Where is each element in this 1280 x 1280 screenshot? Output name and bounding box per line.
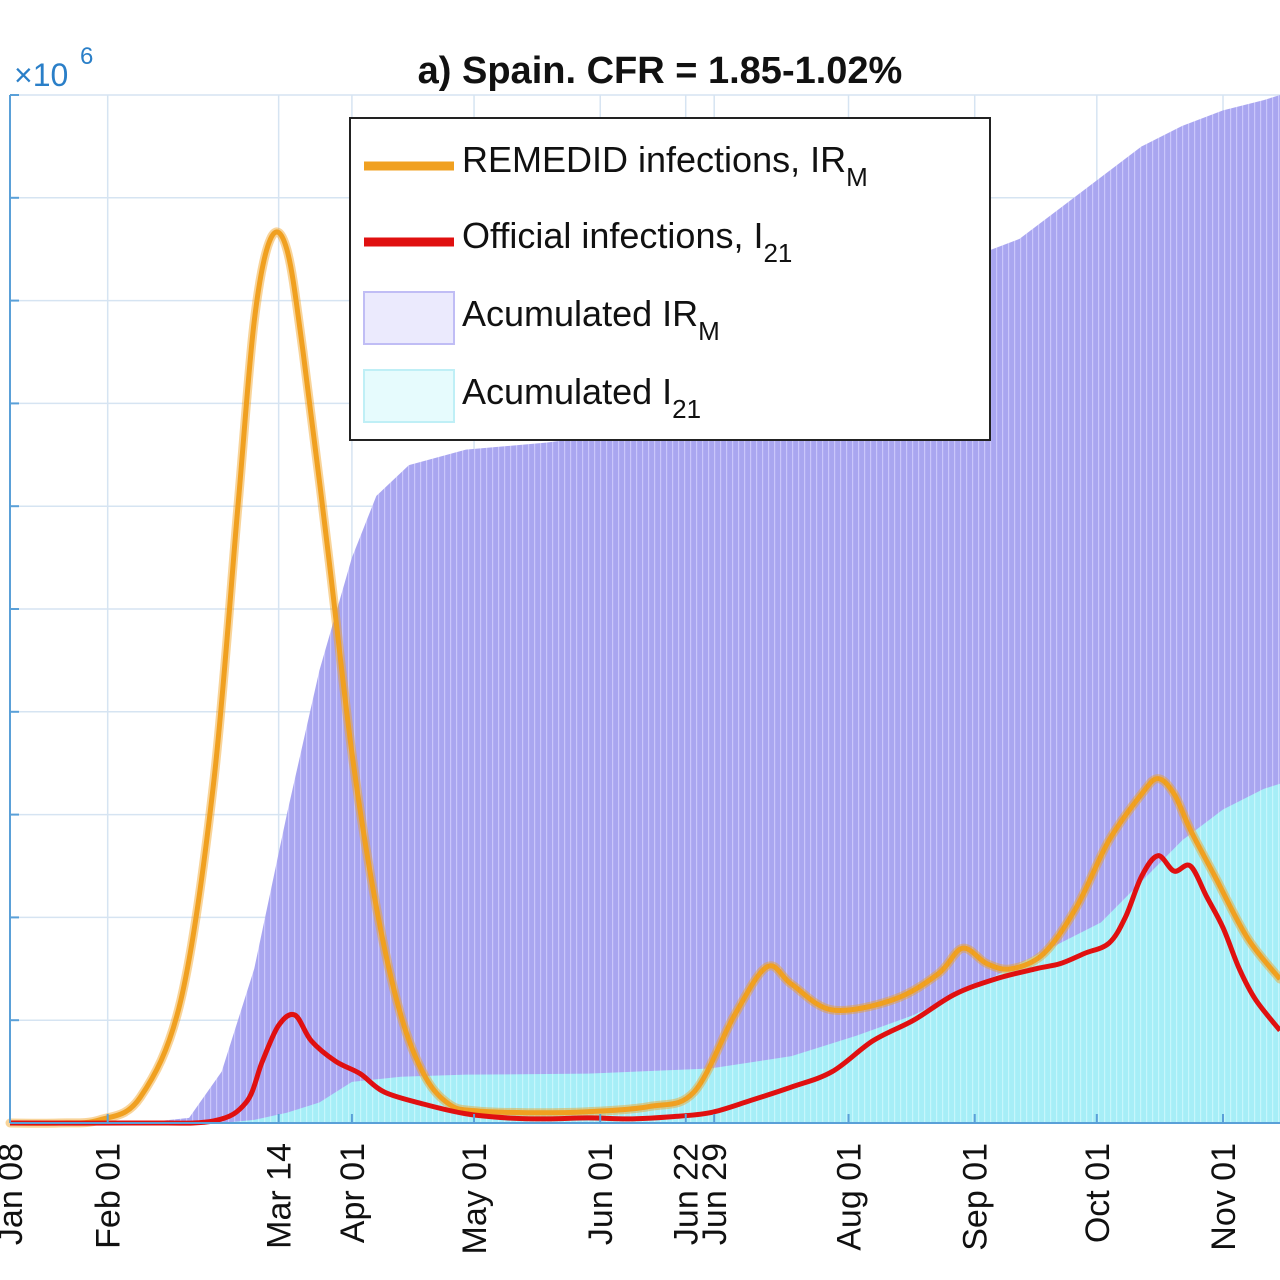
series-remedid-line (9, 229, 1280, 1126)
legend-label-remedid: REMEDID infections, IRM (462, 139, 868, 192)
legend-swatch-acc-irm (363, 291, 455, 345)
legend-box (349, 117, 991, 441)
x-tick-label: Oct 01 (1079, 1143, 1117, 1243)
x-tick-label: Jun 22 (668, 1143, 706, 1245)
y-exponent-power: 6 (80, 43, 93, 70)
x-tick-label: Feb 01 (90, 1143, 128, 1249)
legend-label-official-sub: 21 (763, 238, 792, 268)
legend-label-acc-i21: Acumulated I21 (462, 371, 701, 424)
legend-label-acc-irm: Acumulated IRM (462, 293, 720, 346)
legend-label-remedid-sub: M (846, 162, 868, 192)
legend-swatch-acc-i21 (363, 369, 455, 423)
x-tick-label: Jan 08 (0, 1143, 30, 1245)
chart-title: a) Spain. CFR = 1.85-1.02% (418, 50, 903, 92)
legend: REMEDID infections, IRM Official infecti… (349, 117, 991, 441)
area-acumulated-i21 (10, 783, 1280, 1123)
legend-label-acc-irm-sub: M (698, 316, 720, 346)
x-tick-label: Nov 01 (1205, 1143, 1243, 1251)
x-tick-label: Mar 14 (261, 1143, 299, 1249)
line-series (5, 227, 1280, 1128)
x-tick-label: Sep 01 (957, 1143, 995, 1251)
x-tick-label: Aug 01 (831, 1143, 869, 1251)
x-tick-label: May 01 (456, 1143, 494, 1255)
legend-label-acc-irm-main: Acumulated IR (462, 293, 698, 334)
y-exponent-base: ×10 (14, 57, 68, 93)
series-official-line (9, 853, 1280, 1126)
x-tick-label: Jun 01 (582, 1143, 620, 1245)
legend-label-official-main: Official infections, I (462, 215, 763, 256)
x-ticks: Jan 08 Feb 01 Mar 14 Apr 01 May 01 Jun 01 Jun … (0, 1114, 1243, 1255)
legend-label-remedid-main: REMEDID infections, IR (462, 139, 846, 180)
y-exponent: ×10 6 (14, 43, 93, 93)
legend-label-acc-i21-main: Acumulated I (462, 371, 672, 412)
x-tick-label: Apr 01 (334, 1143, 372, 1243)
y-ticks (10, 94, 19, 1124)
legend-label-official: Official infections, I21 (462, 215, 792, 268)
x-tick-label: Jun 29 (696, 1143, 734, 1245)
legend-label-acc-i21-sub: 21 (672, 394, 701, 424)
